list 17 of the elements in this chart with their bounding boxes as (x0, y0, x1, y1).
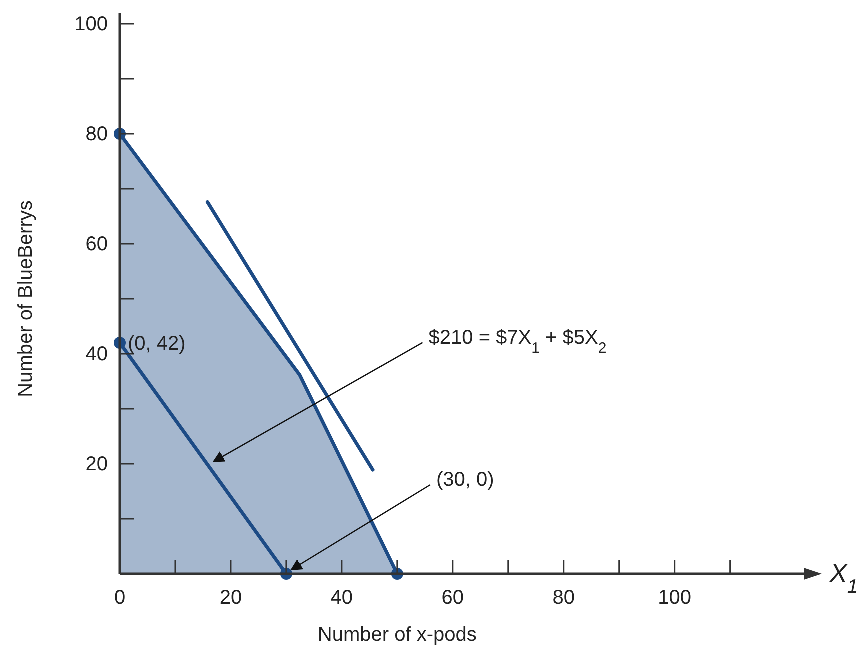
y-tick-label: 100 (74, 13, 108, 36)
x-tick-label: 0 (114, 587, 126, 610)
y-tick-label: 80 (86, 123, 108, 146)
x-tick-label: 60 (442, 587, 464, 610)
text: X$_{1}$ (829, 558, 858, 598)
y-tick-label: 60 (86, 233, 108, 256)
x-axis-title: Number of x-pods (318, 624, 477, 646)
x-tick-label: 40 (330, 587, 354, 610)
y-tick-label: 20 (86, 453, 108, 476)
y-axis-title: Number of BlueBerrys (15, 200, 37, 398)
y-tick-label: 40 (86, 343, 108, 366)
annotation: $210 = $7X$_{1}$ + $5X$_{2}$ (428, 326, 607, 356)
x-tick-label: 80 (552, 587, 575, 610)
annotation: (30, 0) (436, 469, 494, 491)
x-tick-label: 100 (658, 587, 692, 610)
x-tick-label: 20 (220, 587, 242, 610)
annotation: (0, 42) (128, 333, 186, 355)
